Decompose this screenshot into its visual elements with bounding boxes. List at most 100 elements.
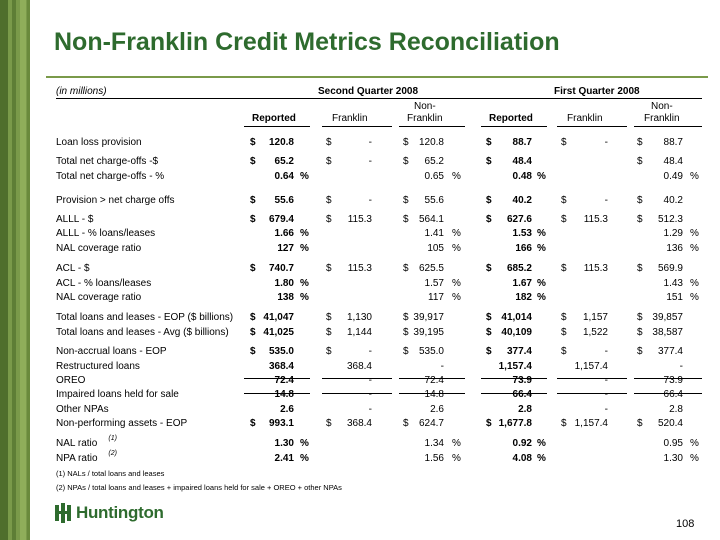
cell-value: 41,014	[501, 312, 532, 323]
cell-value: 39,857	[652, 312, 683, 323]
cell-value: -	[604, 137, 608, 148]
cell-value: 120.8	[268, 137, 294, 148]
table-row: Total net charge-offs - % 0.64% 0.65% 0.48%…	[0, 171, 720, 185]
cell-percent-sign: %	[452, 292, 461, 303]
cell-value: 1,522	[582, 327, 608, 338]
cell-dollar-sign: $	[250, 418, 256, 429]
cell-percent-sign: %	[452, 243, 461, 254]
cell-percent-sign: %	[537, 171, 546, 182]
cell-dollar-sign: $	[326, 346, 332, 357]
cell-dollar-sign: $	[637, 195, 643, 206]
cell-dollar-sign: $	[403, 156, 409, 167]
cell-dollar-sign: $	[637, 137, 643, 148]
cell-percent-sign: %	[452, 278, 461, 289]
row-label: ACL - $	[56, 263, 90, 274]
cell-dollar-sign: $	[561, 418, 567, 429]
cell-dollar-sign: $	[561, 137, 567, 148]
row-label: Other NPAs	[56, 404, 109, 415]
cell-value: 73.9	[512, 375, 532, 386]
cell-value: 679.4	[268, 214, 294, 225]
cell-percent-sign: %	[452, 453, 461, 464]
table-row: NAL ratio (1) 1.30% 1.34% 0.92% 0.95%	[0, 435, 720, 452]
cell-dollar-sign: $	[637, 418, 643, 429]
total-rule	[634, 378, 702, 379]
cell-dollar-sign: $	[326, 214, 332, 225]
cell-dollar-sign: $	[561, 195, 567, 206]
page-title: Non-Franklin Credit Metrics Reconciliati…	[54, 28, 560, 56]
row-label: Total net charge-offs -$	[56, 156, 159, 167]
cell-percent-sign: %	[537, 292, 546, 303]
col-header-reported-q1: Reported	[489, 113, 533, 124]
cell-percent-sign: %	[690, 278, 699, 289]
col-header-nonfranklin-q1-line1: Non-	[651, 101, 673, 112]
cell-dollar-sign: $	[403, 327, 409, 338]
cell-percent-sign: %	[537, 278, 546, 289]
cell-dollar-sign: $	[561, 214, 567, 225]
cell-dollar-sign: $	[403, 137, 409, 148]
huntington-logo-icon	[54, 503, 72, 523]
cell-percent-sign: %	[690, 453, 699, 464]
row-label: ALLL - $	[56, 214, 94, 225]
cell-value: 72.4	[274, 375, 294, 386]
cell-value: 14.8	[274, 389, 294, 400]
cell-value: 39,195	[413, 327, 444, 338]
cell-value: 993.1	[268, 418, 294, 429]
cell-dollar-sign: $	[486, 214, 492, 225]
cell-value: 1.34	[424, 438, 444, 449]
cell-dollar-sign: $	[250, 263, 256, 274]
cell-percent-sign: %	[300, 438, 309, 449]
row-label: Non-performing assets - EOP	[56, 418, 188, 429]
table-row: ALLL - $ $679.4 $115.3 $564.1 $627.6 $115.3 $5…	[0, 214, 720, 228]
cell-value: 0.65	[424, 171, 444, 182]
cell-value: 1.53	[512, 228, 532, 239]
total-rule	[634, 393, 702, 394]
cell-percent-sign: %	[537, 243, 546, 254]
cell-value: 2.6	[430, 404, 444, 415]
cell-value: 4.08	[512, 453, 532, 464]
col-header-nonfranklin-q2-line2: Franklin	[407, 113, 443, 124]
cell-value: 569.9	[657, 263, 683, 274]
cell-dollar-sign: $	[486, 327, 492, 338]
row-label: Total loans and leases - Avg ($ billions…	[56, 327, 229, 338]
cell-percent-sign: %	[690, 171, 699, 182]
cell-dollar-sign: $	[250, 346, 256, 357]
cell-value: 14.8	[424, 389, 444, 400]
col-header-reported-q2: Reported	[252, 113, 296, 124]
cell-value: 115.3	[347, 214, 372, 225]
cell-dollar-sign: $	[250, 137, 256, 148]
cell-dollar-sign: $	[326, 263, 332, 274]
cell-value: 65.2	[274, 156, 294, 167]
cell-value: 115.3	[347, 263, 372, 274]
total-rule	[481, 393, 547, 394]
cell-value: 377.4	[506, 346, 532, 357]
cell-value: -	[368, 346, 372, 357]
cell-value: 1,157	[582, 312, 608, 323]
cell-value: 105	[427, 243, 444, 254]
cell-value: 1.57	[424, 278, 444, 289]
table-row: ACL - $ $740.7 $115.3 $625.5 $685.2 $115.3 $56…	[0, 263, 720, 277]
cell-value: 1.66	[274, 228, 294, 239]
table-row: NAL coverage ratio 127% 105% 166% 136%	[0, 243, 720, 257]
cell-value: 1,677.8	[498, 418, 532, 429]
cell-dollar-sign: $	[403, 214, 409, 225]
cell-percent-sign: %	[537, 453, 546, 464]
cell-value: 535.0	[418, 346, 444, 357]
header-top-rule	[56, 98, 702, 99]
cell-value: 1.30	[274, 438, 294, 449]
cell-value: -	[604, 375, 608, 386]
cell-value: 40,109	[501, 327, 532, 338]
cell-value: -	[604, 195, 608, 206]
cell-dollar-sign: $	[403, 195, 409, 206]
col-header-franklin-q1: Franklin	[567, 113, 603, 124]
cell-dollar-sign: $	[326, 156, 332, 167]
col-rule	[399, 126, 465, 127]
cell-value: 512.3	[657, 214, 683, 225]
cell-value: 368.4	[346, 418, 372, 429]
table-row: Non-performing assets - EOP $993.1 $368.4 $…	[0, 418, 720, 432]
table-row: Non-accrual loans - EOP $535.0 $ - $535.0 $37…	[0, 346, 720, 360]
table-row: Total loans and leases - EOP ($ billions…	[0, 312, 720, 326]
col-rule	[244, 126, 310, 127]
row-label: NAL coverage ratio	[56, 292, 142, 303]
cell-percent-sign: %	[690, 228, 699, 239]
cell-value: 41,047	[263, 312, 294, 323]
